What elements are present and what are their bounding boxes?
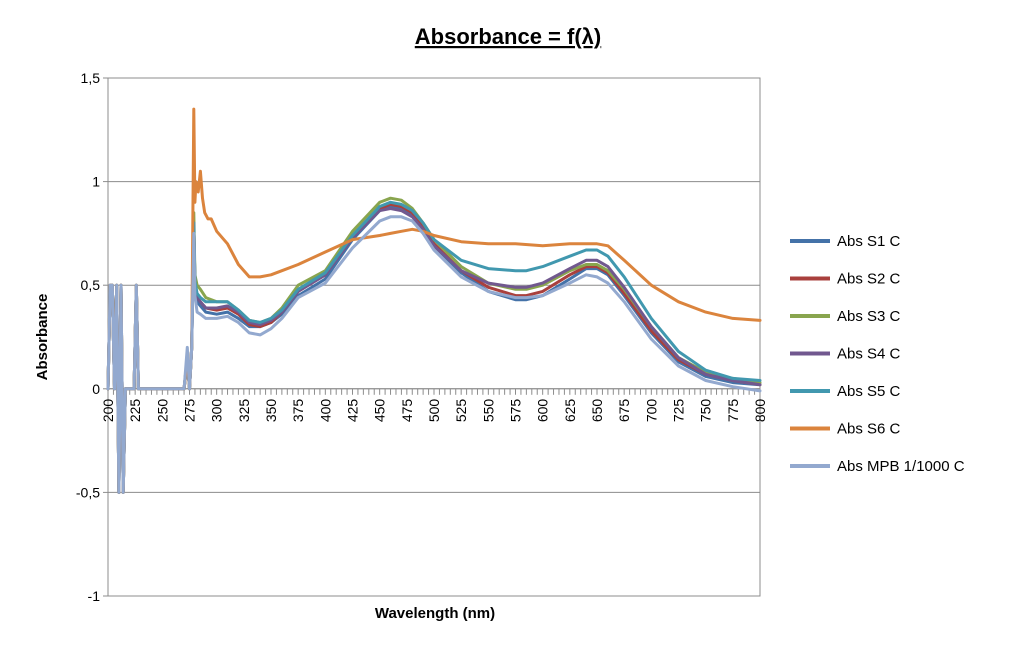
y-tick-label: 1 [92, 174, 100, 190]
y-tick-label: 0,5 [81, 277, 101, 293]
chart-title: Absorbance = f(λ) [415, 24, 601, 49]
y-axis-ticks: -1 -0,5 0 0,5 1 1,5 [76, 70, 108, 604]
x-tick-label: 575 [508, 399, 524, 423]
x-tick-label: 225 [127, 399, 143, 423]
x-tick-label: 625 [562, 399, 578, 423]
x-tick-label: 400 [317, 399, 333, 423]
legend-entry: Abs S6 C [837, 421, 901, 438]
x-tick-label: 600 [535, 399, 551, 423]
y-tick-label: 1,5 [81, 70, 101, 86]
x-tick-label: 725 [671, 399, 687, 423]
x-tick-label: 425 [345, 399, 361, 423]
x-tick-label: 550 [480, 399, 496, 423]
x-tick-label: 500 [426, 399, 442, 423]
x-tick-label: 675 [616, 399, 632, 423]
x-tick-label: 775 [725, 399, 741, 423]
series-lines [106, 107, 762, 494]
x-tick-label: 300 [209, 399, 225, 423]
x-tick-label: 650 [589, 399, 605, 423]
y-tick-label: -0,5 [76, 484, 100, 500]
x-tick-label: 350 [263, 399, 279, 423]
legend-entry: Abs S2 C [837, 271, 901, 288]
x-tick-label: 325 [236, 399, 252, 423]
x-tick-label: 375 [290, 399, 306, 423]
x-tick-label: 200 [100, 399, 116, 423]
x-tick-label: 750 [698, 399, 714, 423]
legend-entry: Abs S3 C [837, 308, 901, 325]
series-line-7 [106, 215, 762, 494]
legend-entry: Abs S5 C [837, 383, 901, 400]
x-axis-title: Wavelength (nm) [375, 605, 495, 622]
x-tick-label: 475 [399, 399, 415, 423]
y-axis-title: Absorbance [34, 294, 51, 381]
legend-entry: Abs MPB 1/1000 C [837, 458, 965, 475]
legend-entry: Abs S1 C [837, 233, 901, 250]
x-tick-label: 275 [182, 399, 198, 423]
x-tick-label: 450 [372, 399, 388, 423]
x-tick-label: 250 [154, 399, 170, 423]
legend-entry: Abs S4 C [837, 346, 901, 363]
legend: Abs S1 C Abs S2 C Abs S3 C Abs S4 C Abs S5 C… [790, 233, 965, 475]
y-tick-label: -1 [88, 588, 101, 604]
x-tick-label: 800 [752, 399, 768, 423]
y-tick-label: 0 [92, 381, 100, 397]
x-tick-label: 525 [453, 399, 469, 423]
x-tick-label: 700 [643, 399, 659, 423]
x-axis: 200 225 250 275 300 325 350 375 400 425 450 475 500 5… [100, 388, 768, 423]
